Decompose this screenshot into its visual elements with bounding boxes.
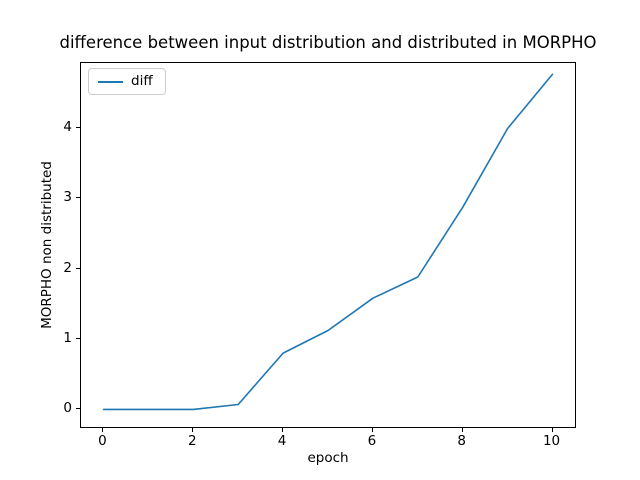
y-tick-mark <box>76 197 80 199</box>
x-tick-mark <box>551 428 553 432</box>
y-tick-label: 1 <box>63 329 72 346</box>
series-line-diff <box>102 73 554 411</box>
x-axis-label: epoch <box>307 450 349 466</box>
y-tick-label: 3 <box>63 189 72 206</box>
y-tick-label: 4 <box>63 118 72 135</box>
line-plot-canvas <box>102 73 554 411</box>
plot-area: diff <box>80 62 576 428</box>
y-axis-label: MORPHO non distributed <box>39 161 55 329</box>
x-tick-mark <box>102 428 104 432</box>
y-tick-mark <box>76 408 80 410</box>
y-tick-mark <box>76 267 80 269</box>
legend-line-sample-icon <box>98 80 123 83</box>
x-tick-label: 6 <box>367 433 377 449</box>
y-tick-mark <box>76 337 80 339</box>
y-tick-label: 2 <box>63 259 72 276</box>
x-tick-label: 10 <box>542 433 561 449</box>
x-tick-label: 0 <box>98 433 107 449</box>
x-tick-mark <box>371 428 373 432</box>
legend: diff <box>88 68 166 95</box>
x-tick-label: 4 <box>277 433 287 449</box>
legend-label: diff <box>131 72 153 89</box>
chart-title: difference between input distribution an… <box>59 33 597 52</box>
x-tick-mark <box>192 428 194 432</box>
x-tick-label: 8 <box>457 433 467 449</box>
x-tick-label: 2 <box>187 433 197 449</box>
x-tick-mark <box>461 428 463 432</box>
x-tick-mark <box>282 428 284 432</box>
y-tick-label: 0 <box>63 400 72 417</box>
y-tick-mark <box>76 126 80 128</box>
